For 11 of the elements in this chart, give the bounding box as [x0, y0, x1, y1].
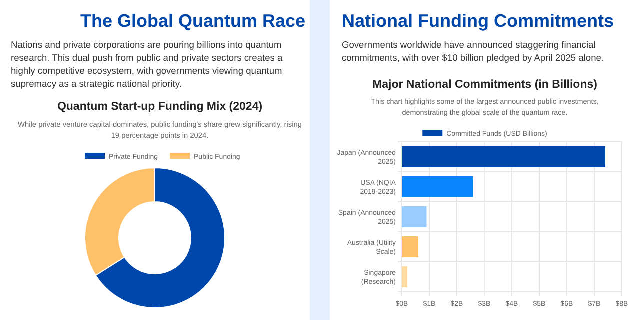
chart-title: Major National Commitments (in Billions) — [372, 79, 598, 91]
text: National Funding Commitments — [342, 11, 614, 31]
bar — [402, 176, 474, 198]
bar — [402, 266, 408, 288]
bar — [402, 236, 418, 258]
bar — [402, 206, 427, 228]
text: Governments worldwide have announced staggering financial commitments, with over $10 billion pledged by April 2025 alone. — [342, 40, 604, 63]
bar — [402, 146, 606, 168]
text: The Global Quantum Race — [80, 11, 306, 31]
chart-title: Quantum Start-up Funding Mix (2024) — [57, 101, 263, 113]
text: Nations and private corporations are pouring billions into quantum research. This dual push from public and private sectors creates a highly competitive ecosystem, with governments viewing quantum supremacy as a strategic national priority. — [11, 40, 284, 89]
